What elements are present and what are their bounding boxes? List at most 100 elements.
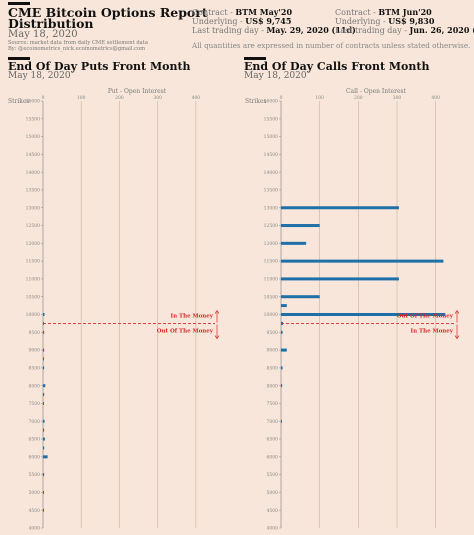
y-tick-label: 4500 (29, 508, 41, 514)
oi-bar (43, 393, 45, 397)
underlying-2-line: Underlying - US$ 9,830 (335, 16, 435, 26)
y-tick-label: 11000 (26, 277, 40, 283)
annotation-lower: In The Money (411, 329, 454, 335)
oi-bar (43, 419, 45, 423)
y-axis-label: Strikes (245, 98, 267, 105)
report-date: May 18, 2020 (8, 29, 78, 40)
y-tick-label: 7000 (29, 419, 41, 425)
y-tick-label: 6000 (267, 454, 279, 460)
source-note: Source: market data from daily CME settl… (8, 40, 148, 46)
oi-bar (43, 401, 44, 405)
y-tick-label: 12000 (26, 241, 40, 247)
x-tick-label: 0 (280, 95, 283, 101)
puts-panel-date: May 18, 2020 (8, 71, 71, 81)
y-tick-label: 7500 (267, 401, 279, 407)
y-tick-label: 10000 (264, 312, 278, 318)
y-tick-label: 13500 (264, 188, 278, 194)
x-tick-label: 400 (431, 95, 440, 101)
y-tick-label: 9000 (267, 348, 279, 354)
y-tick-label: 10500 (264, 294, 278, 300)
oi-bar (281, 348, 287, 352)
oi-bar (281, 206, 399, 210)
oi-bar (281, 277, 399, 281)
units-note: All quantities are expressed in number o… (192, 41, 471, 50)
y-tick-label: 14500 (26, 152, 40, 158)
calls-panel-date: May 18, 2020 (244, 71, 307, 81)
oi-bar (281, 384, 283, 388)
oi-bar (43, 490, 44, 494)
report-title-line2: Distribution (8, 16, 94, 31)
x-axis-label: Call - Open Interest (346, 88, 407, 95)
y-tick-label: 6500 (29, 437, 41, 443)
puts-accent-bar (8, 57, 30, 60)
y-tick-label: 14500 (264, 152, 278, 158)
oi-bar (281, 295, 320, 299)
y-tick-label: 7000 (267, 419, 279, 425)
oi-bar (43, 384, 46, 388)
oi-bar (281, 313, 446, 316)
y-tick-label: 8000 (267, 383, 279, 389)
last-trading-2-line: Last trading day - Jun. 26, 2020 (39d) (335, 25, 474, 35)
y-tick-label: 5500 (29, 472, 41, 478)
oi-bar (281, 366, 283, 370)
y-tick-label: 10000 (26, 312, 40, 318)
oi-bar (43, 348, 45, 352)
annotation-upper: In The Money (171, 314, 214, 320)
y-tick-label: 16000 (26, 99, 40, 105)
oi-bar (43, 366, 45, 370)
y-tick-label: 8500 (29, 365, 41, 371)
x-axis-label: Put - Open Interest (108, 88, 167, 95)
y-tick-label: 15500 (264, 116, 278, 122)
y-tick-label: 4500 (267, 508, 279, 514)
y-tick-label: 15000 (264, 134, 278, 140)
y-tick-label: 5000 (267, 490, 279, 496)
y-tick-label: 13000 (264, 205, 278, 211)
y-tick-label: 8000 (29, 383, 41, 389)
y-tick-label: 13500 (26, 188, 40, 194)
y-tick-label: 11000 (264, 277, 278, 283)
oi-bar (43, 330, 45, 334)
oi-bar (281, 304, 287, 308)
x-tick-label: 100 (315, 95, 324, 101)
y-tick-label: 7500 (29, 401, 41, 407)
y-tick-label: 5500 (267, 472, 279, 478)
y-tick-label: 12000 (264, 241, 278, 247)
x-tick-label: 300 (153, 95, 162, 101)
y-tick-label: 12500 (264, 223, 278, 229)
y-tick-label: 13000 (26, 205, 40, 211)
oi-bar (281, 419, 282, 423)
y-tick-label: 4000 (29, 526, 41, 532)
y-tick-label: 15500 (26, 116, 40, 122)
y-tick-label: 6500 (267, 437, 279, 443)
oi-bar (43, 473, 45, 477)
annotation-upper: Out Of The Money (397, 314, 454, 320)
oi-bar (43, 437, 45, 441)
oi-bar (281, 241, 307, 245)
oi-bar (43, 508, 44, 512)
annotation-arrowhead-down (214, 335, 220, 340)
x-tick-label: 200 (115, 95, 124, 101)
title-accent-bar (8, 2, 30, 5)
y-tick-label: 10500 (26, 294, 40, 300)
x-tick-label: 300 (393, 95, 402, 101)
y-tick-label: 11500 (264, 259, 278, 265)
oi-bar (281, 259, 444, 263)
y-tick-label: 11500 (26, 259, 40, 265)
x-tick-label: 400 (192, 95, 201, 101)
oi-bar (43, 313, 45, 316)
y-tick-label: 4000 (267, 526, 279, 532)
contract-2-line: Contract - BTM Jun'20 (335, 7, 432, 17)
y-tick-label: 6000 (29, 454, 41, 460)
author-note: By: @ecoinometrics_nick.ecoinometrics@gm… (8, 46, 146, 52)
y-tick-label: 8500 (267, 365, 279, 371)
y-tick-label: 5000 (29, 490, 41, 496)
calls-panel-title: End Of Day Calls Front Month (244, 60, 430, 73)
y-tick-label: 15000 (26, 134, 40, 140)
annotation-arrowhead-up (214, 309, 220, 314)
y-tick-label: 12500 (26, 223, 40, 229)
contract-1-line: Contract - BTM May'20 (192, 7, 293, 17)
y-tick-label: 16000 (264, 99, 278, 105)
annotation-arrowhead-up (454, 309, 460, 314)
y-tick-label: 9500 (267, 330, 279, 336)
